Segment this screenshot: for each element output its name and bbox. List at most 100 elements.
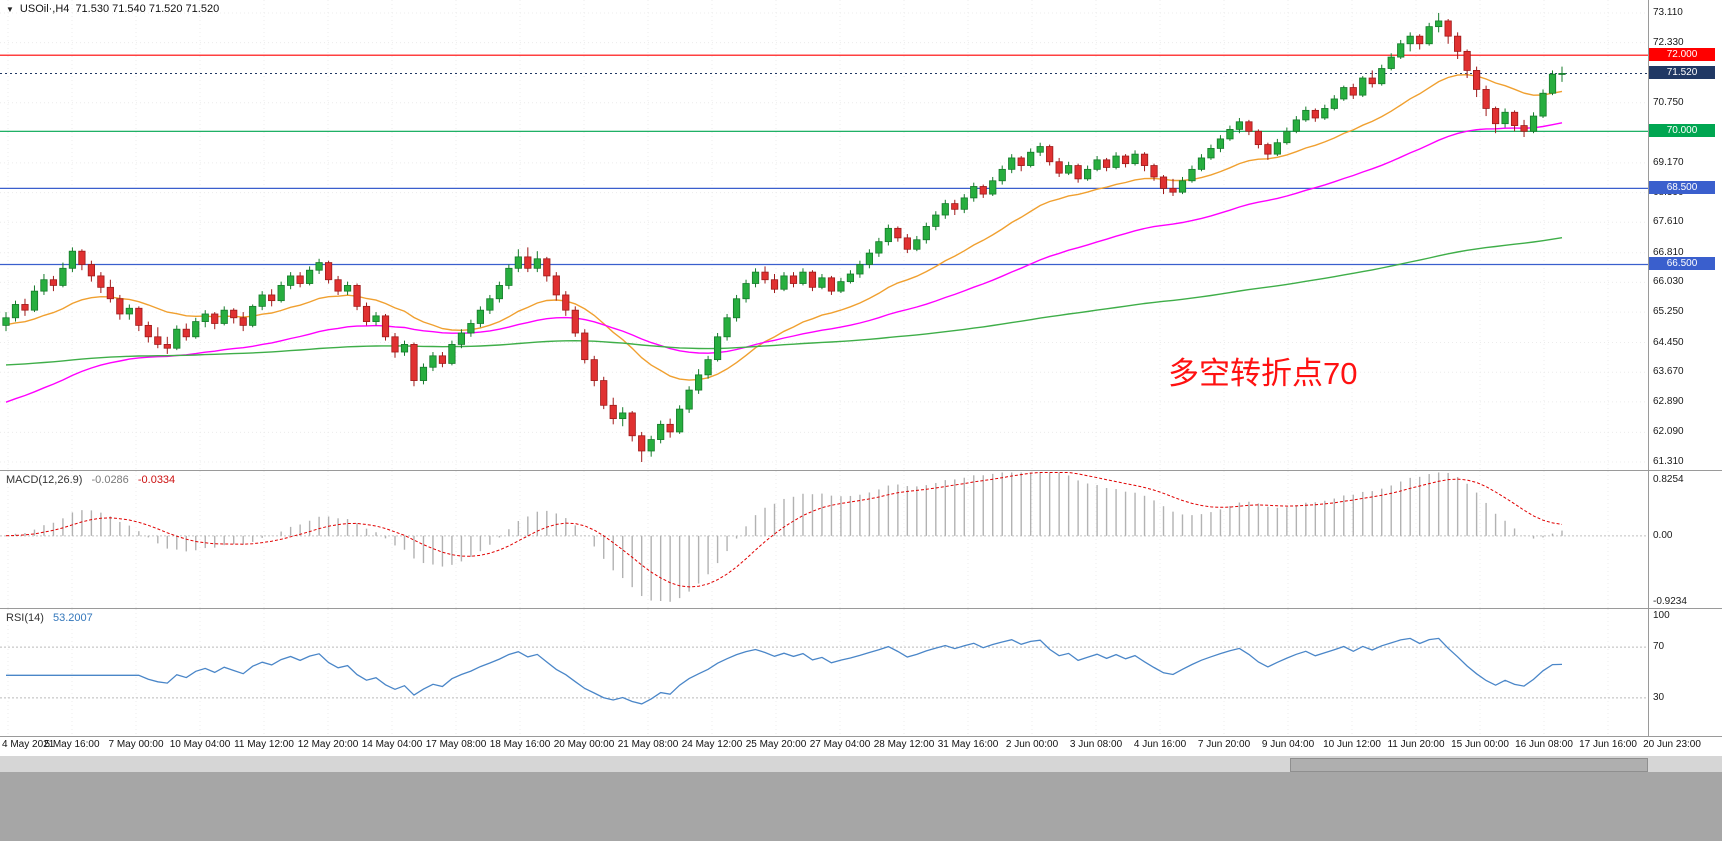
candle-body: [1207, 148, 1215, 159]
time-tick-label: 31 May 16:00: [937, 739, 999, 750]
candle-body: [666, 423, 674, 433]
candle-body: [979, 186, 987, 195]
candle-body: [856, 264, 864, 275]
candle-body: [789, 275, 798, 284]
candle-body: [1273, 142, 1281, 155]
candle-body: [1491, 108, 1500, 125]
candle-body: [1027, 151, 1035, 166]
candle-body: [761, 271, 769, 281]
candle-body: [780, 275, 788, 290]
candle-body: [78, 250, 86, 265]
candle-body: [533, 258, 541, 269]
candle-body: [220, 309, 228, 324]
candle-body: [1539, 92, 1547, 117]
candle-body: [960, 197, 968, 210]
candle-body: [97, 275, 105, 288]
candle-body: [770, 279, 779, 290]
candle-body: [429, 355, 437, 368]
candle-body: [1425, 26, 1433, 45]
time-tick-label: 27 May 04:00: [809, 739, 871, 750]
candle-body: [144, 324, 152, 338]
symbol-label: USOil·,H4: [19, 3, 70, 15]
candle-body: [438, 355, 447, 364]
rsi-pane-canvas[interactable]: [0, 609, 1648, 736]
macd-signal-line: [5, 472, 1563, 588]
rsi-axis-100: 100: [1653, 610, 1670, 621]
candle-body: [476, 309, 484, 324]
candle-body: [135, 307, 143, 326]
annotation-text: 多空转折点70: [1168, 356, 1358, 391]
candle-body: [894, 227, 902, 239]
candle-body: [875, 241, 883, 254]
candle-body: [258, 294, 266, 307]
candle-body: [381, 315, 390, 338]
ohlc-toggle-icon[interactable]: ▼: [6, 4, 14, 14]
macd-pane-canvas[interactable]: [0, 471, 1648, 608]
candle-body: [362, 305, 371, 322]
price-tick-label: 62.090: [1653, 426, 1684, 438]
candle-body: [1473, 70, 1481, 90]
candle-body: [49, 279, 58, 286]
candle-body: [524, 256, 532, 269]
time-tick-label: 9 Jun 04:00: [1261, 739, 1315, 750]
candle-body: [1416, 35, 1424, 45]
candle-body: [249, 305, 257, 326]
candle-body: [751, 271, 760, 284]
candle-body: [1159, 176, 1168, 189]
candle-body: [505, 267, 513, 286]
candle-body: [543, 258, 551, 277]
candle-body: [1501, 111, 1509, 125]
macd-label-row: MACD(12,26.9) -0.0286 -0.0334: [6, 474, 175, 486]
time-tick-label: 17 May 08:00: [425, 739, 487, 750]
window-bottom-band: [0, 772, 1722, 841]
candle-body: [1150, 165, 1158, 178]
candle-body: [343, 285, 352, 292]
candle-body: [1349, 87, 1357, 96]
candle-body: [334, 279, 342, 292]
candle-body: [884, 227, 892, 243]
time-tick-label: 24 May 12:00: [681, 739, 743, 750]
candle-body: [1340, 87, 1348, 100]
candle-body: [989, 180, 997, 195]
h-scrollbar-thumb[interactable]: [1290, 758, 1648, 772]
macd-main-value: -0.0286: [91, 474, 129, 486]
candle-body: [353, 285, 361, 307]
candle-body: [1435, 20, 1443, 28]
pane-separator[interactable]: [0, 608, 1722, 609]
candle-body: [1359, 77, 1367, 96]
candle-body: [1065, 165, 1073, 174]
h-scrollbar[interactable]: [0, 756, 1722, 772]
candle-body: [647, 439, 655, 452]
price-pane-canvas[interactable]: [0, 0, 1648, 470]
candle-body: [1302, 109, 1310, 121]
candle-body: [116, 298, 124, 315]
candle-body: [87, 264, 95, 277]
price-tick-label: 66.810: [1653, 246, 1684, 258]
time-tick-label: 5 May 16:00: [44, 739, 100, 750]
candle-body: [1311, 109, 1319, 119]
candle-body: [1074, 165, 1082, 180]
candle-body: [457, 332, 466, 345]
candle-body: [1084, 168, 1092, 180]
candle-body: [970, 186, 978, 199]
candle-body: [467, 323, 475, 334]
price-tick-label: 67.610: [1653, 216, 1684, 228]
candle-body: [581, 332, 589, 361]
time-tick-label: 2 Jun 00:00: [1005, 739, 1059, 750]
pane-separator[interactable]: [0, 470, 1722, 471]
candle-body: [1548, 73, 1557, 94]
candle-body: [742, 283, 750, 300]
time-tick-label: 12 May 20:00: [297, 739, 359, 750]
candle-body: [1036, 146, 1044, 153]
candle-body: [1397, 43, 1405, 58]
candle-body: [1444, 20, 1452, 37]
price-tick-label: 72.330: [1653, 36, 1684, 48]
time-tick-label: 15 Jun 00:00: [1451, 739, 1509, 750]
candle-body: [1454, 35, 1462, 52]
rsi-name: RSI(14): [6, 612, 44, 624]
candle-body: [951, 203, 959, 210]
candle-body: [1017, 157, 1025, 166]
rsi-axis-30: 30: [1653, 692, 1665, 703]
price-badge-72.000: 72.000: [1649, 48, 1715, 62]
candle-body: [182, 328, 190, 338]
